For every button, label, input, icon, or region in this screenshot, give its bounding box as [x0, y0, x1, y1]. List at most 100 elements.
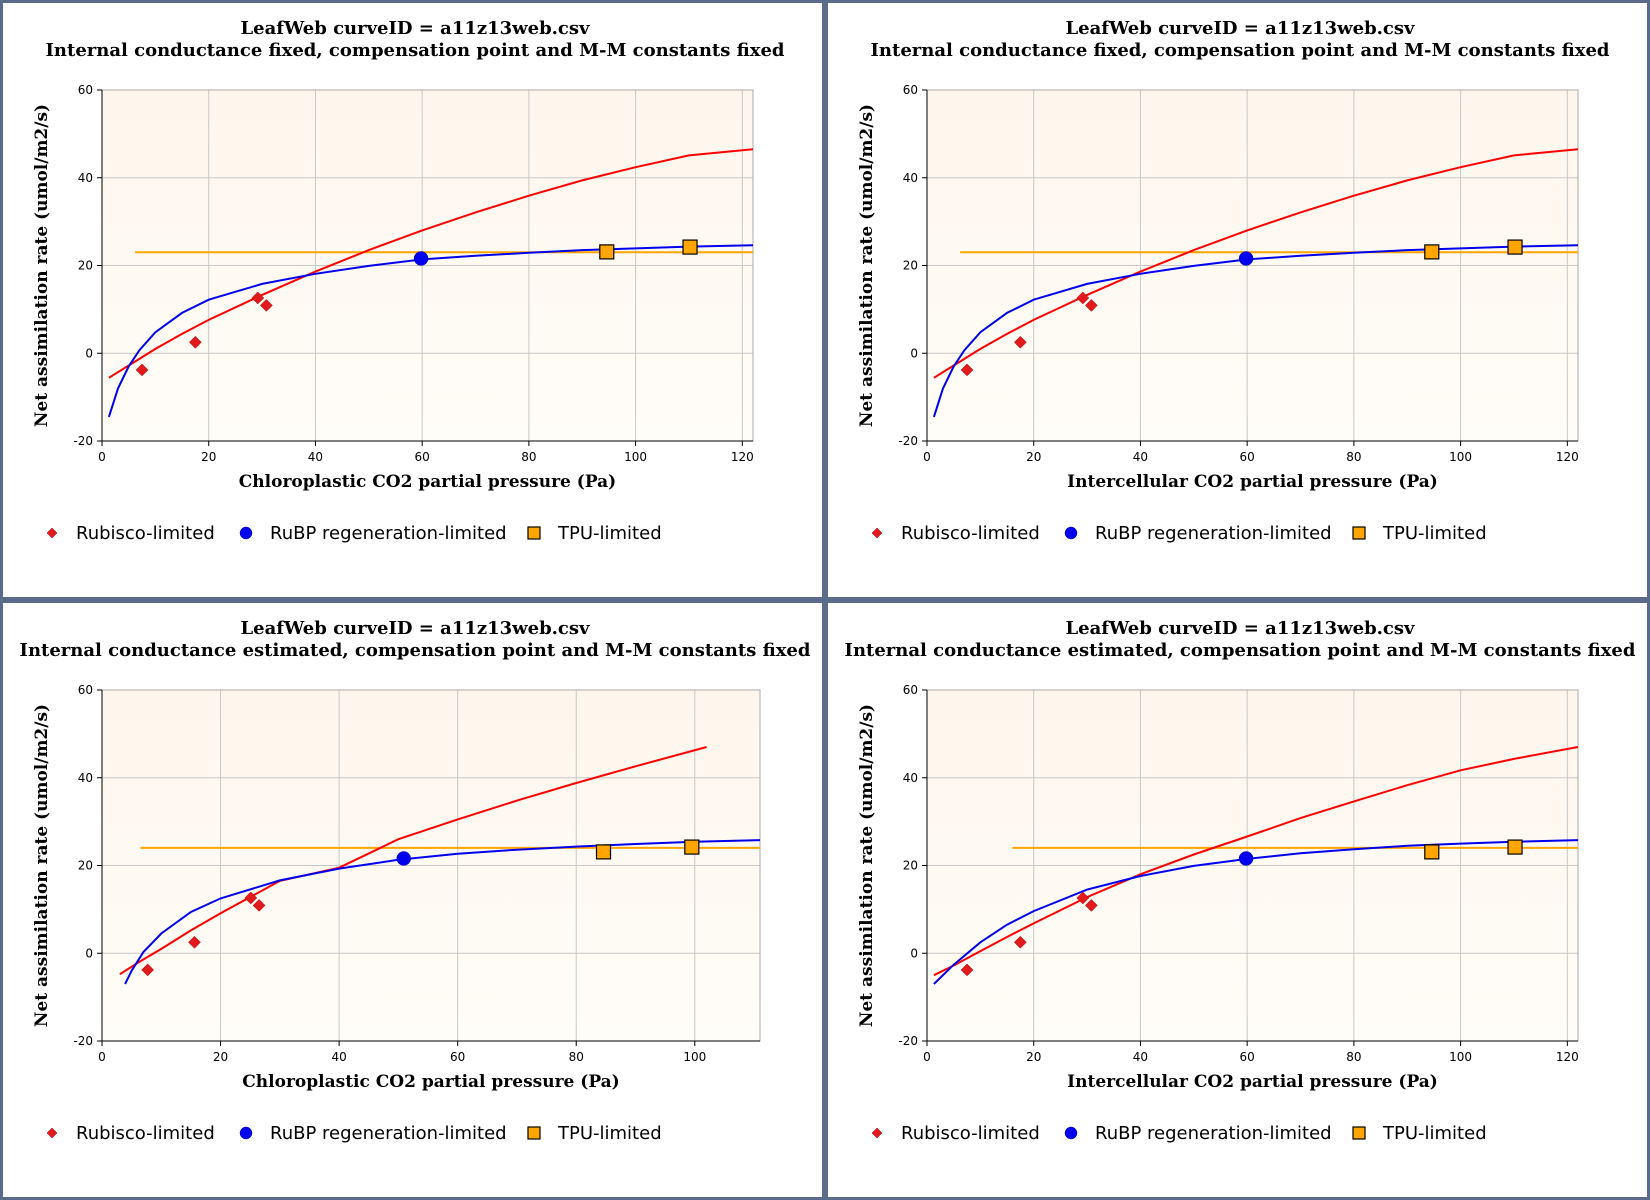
x-tick-label: 40 — [1133, 1050, 1148, 1064]
chart-panel: LeafWeb curveID = a11z13web.csv Internal … — [825, 0, 1650, 600]
chart-panel: LeafWeb curveID = a11z13web.csv Internal … — [0, 0, 825, 600]
data-point — [595, 844, 612, 860]
y-axis-label: Net assimilation rate (umol/m2/s) — [857, 104, 877, 427]
legend-label: TPU-limited — [1382, 523, 1487, 544]
x-tick-label: 40 — [308, 450, 323, 464]
legend-marker — [239, 1126, 253, 1140]
x-tick-label: 100 — [624, 450, 647, 464]
model-curve — [933, 746, 1578, 977]
data-point — [960, 963, 974, 977]
x-axis-label: Chloroplastic CO2 partial pressure (Pa) — [239, 472, 616, 492]
y-tick-label: 40 — [78, 771, 93, 785]
legend: Rubisco-limited RuBP regeneration-limited… — [46, 1123, 662, 1144]
model-curve — [124, 839, 760, 985]
x-tick-label: 60 — [450, 1050, 465, 1064]
data-point — [251, 291, 265, 305]
legend-marker — [871, 1127, 883, 1139]
data-point — [252, 899, 266, 912]
x-tick-label: 60 — [1240, 450, 1255, 464]
legend: Rubisco-limited RuBP regeneration-limited… — [46, 523, 662, 544]
y-axis-label: Net assimilation rate (umol/m2/s) — [857, 704, 877, 1027]
legend-marker — [1064, 526, 1078, 540]
legend-label: RuBP regeneration-limited — [1095, 523, 1332, 544]
data-point — [413, 251, 429, 266]
y-tick-label: 40 — [903, 171, 918, 185]
y-tick-label: 60 — [78, 83, 93, 97]
legend-marker — [527, 1126, 541, 1140]
chart-svg: LeafWeb curveID = a11z13web.csvInternal … — [825, 0, 1650, 600]
chart-subtitle: Internal conductance estimated, compensa… — [20, 640, 811, 661]
y-tick-label: 60 — [903, 683, 918, 697]
legend-marker — [239, 526, 253, 540]
x-tick-label: 40 — [1133, 450, 1148, 464]
legend-marker — [871, 527, 883, 539]
y-tick-label: 60 — [903, 83, 918, 97]
chart-title: LeafWeb curveID = a11z13web.csv — [241, 18, 591, 39]
y-tick-label: 60 — [78, 683, 93, 697]
x-tick-label: 40 — [331, 1050, 346, 1064]
x-tick-label: 20 — [1026, 1050, 1041, 1064]
chart-title: LeafWeb curveID = a11z13web.csv — [1066, 618, 1416, 639]
legend-marker — [527, 526, 541, 540]
chart-subtitle: Internal conductance estimated, compensa… — [845, 640, 1636, 661]
curves — [119, 746, 760, 985]
x-tick-label: 80 — [1346, 450, 1361, 464]
y-axis-label: Net assimilation rate (umol/m2/s) — [32, 704, 52, 1027]
model-curve — [933, 148, 1578, 379]
data-point — [1424, 844, 1440, 860]
y-tick-label: 20 — [903, 859, 918, 873]
legend-label: Rubisco-limited — [76, 1123, 215, 1144]
legend-marker — [46, 527, 58, 539]
legend-label: Rubisco-limited — [901, 1123, 1040, 1144]
y-tick-label: 20 — [78, 859, 93, 873]
y-tick-label: 0 — [910, 346, 918, 360]
legend-marker — [1352, 526, 1366, 540]
x-tick-label: 120 — [1556, 1050, 1579, 1064]
x-tick-label: 60 — [415, 450, 430, 464]
x-tick-label: 0 — [98, 450, 106, 464]
legend-label: RuBP regeneration-limited — [270, 523, 507, 544]
data-point — [1507, 239, 1523, 255]
x-tick-label: 80 — [521, 450, 536, 464]
data-point — [684, 839, 700, 855]
legend: Rubisco-limited RuBP regeneration-limited… — [871, 1123, 1487, 1144]
data-point — [141, 963, 154, 977]
data-point — [960, 363, 974, 377]
x-tick-label: 60 — [1240, 1050, 1255, 1064]
data-point — [135, 363, 149, 377]
data-point — [1084, 299, 1098, 312]
chart-svg: LeafWeb curveID = a11z13web.csvInternal … — [0, 0, 825, 600]
legend-label: RuBP regeneration-limited — [270, 1123, 507, 1144]
chart-panel: LeafWeb curveID = a11z13web.csv Internal … — [0, 600, 825, 1200]
data-points — [141, 839, 700, 977]
data-point — [1507, 839, 1523, 855]
data-point — [1238, 851, 1254, 866]
data-point — [189, 335, 202, 349]
data-points — [960, 239, 1523, 377]
x-tick-label: 20 — [201, 450, 216, 464]
data-point — [1076, 891, 1090, 905]
legend-label: Rubisco-limited — [901, 523, 1040, 544]
y-tick-label: -20 — [898, 1034, 918, 1048]
data-point — [1014, 335, 1027, 349]
y-tick-label: 20 — [903, 259, 918, 273]
legend-label: TPU-limited — [1382, 1123, 1487, 1144]
x-tick-label: 120 — [1556, 450, 1579, 464]
y-tick-label: 0 — [85, 346, 93, 360]
x-tick-label: 100 — [683, 1050, 706, 1064]
data-points — [960, 839, 1523, 977]
legend: Rubisco-limited RuBP regeneration-limited… — [871, 523, 1487, 544]
chart-subtitle: Internal conductance fixed, compensation… — [46, 40, 785, 61]
y-tick-label: 40 — [78, 171, 93, 185]
data-point — [1238, 251, 1254, 266]
chart-svg: LeafWeb curveID = a11z13web.csvInternal … — [0, 600, 825, 1200]
x-tick-label: 120 — [731, 450, 754, 464]
x-tick-label: 20 — [1026, 450, 1041, 464]
x-tick-label: 80 — [1346, 1050, 1361, 1064]
data-point — [259, 299, 273, 312]
x-axis-label: Intercellular CO2 partial pressure (Pa) — [1067, 472, 1438, 492]
data-point — [1014, 935, 1027, 949]
x-tick-label: 100 — [1449, 1050, 1472, 1064]
grid-lines — [101, 89, 753, 442]
